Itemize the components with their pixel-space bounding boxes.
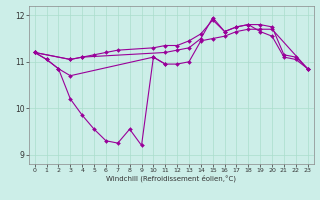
X-axis label: Windchill (Refroidissement éolien,°C): Windchill (Refroidissement éolien,°C) — [106, 175, 236, 182]
